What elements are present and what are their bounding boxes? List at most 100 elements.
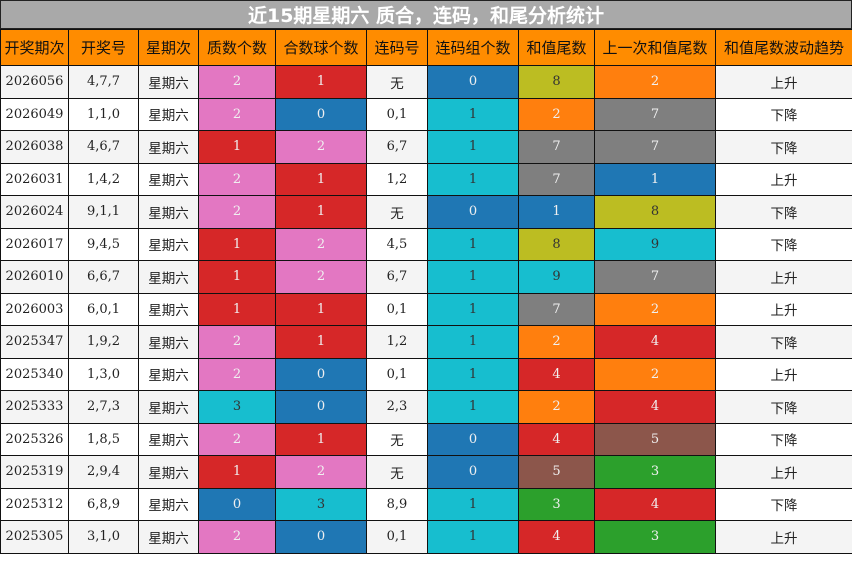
table-row: 2025333 2,7,3 星期六 3 0 2,3 1 2 4 下降 [0, 390, 852, 424]
cell-consecutive-group-count: 1 [427, 325, 519, 359]
column-header-sum-tail: 和值尾数 [518, 29, 595, 66]
cell-draw-numbers: 6,8,9 [68, 487, 139, 521]
cell-weekday: 星期六 [138, 357, 199, 391]
cell-draw-period: 2025305 [0, 520, 69, 554]
cell-consecutive-group-count: 1 [427, 260, 519, 294]
cell-sum-tail: 2 [518, 390, 595, 424]
cell-draw-numbers: 2,9,4 [68, 455, 139, 489]
table-row: 2026003 6,0,1 星期六 1 1 0,1 1 7 2 上升 [0, 292, 852, 326]
cell-prime-count: 2 [198, 162, 276, 196]
column-header-draw-period: 开奖期次 [0, 29, 69, 66]
table-row: 2026010 6,6,7 星期六 1 2 6,7 1 9 7 上升 [0, 260, 852, 294]
column-header-composite-count: 合数球个数 [275, 29, 367, 66]
cell-prime-count: 1 [198, 227, 276, 261]
cell-previous-sum-tail: 7 [594, 97, 716, 131]
cell-weekday: 星期六 [138, 487, 199, 521]
cell-composite-count: 0 [275, 390, 367, 424]
cell-previous-sum-tail: 8 [594, 195, 716, 229]
cell-draw-period: 2026038 [0, 130, 69, 164]
cell-draw-numbers: 1,9,2 [68, 325, 139, 359]
cell-prime-count: 2 [198, 422, 276, 456]
cell-sum-tail: 4 [518, 422, 595, 456]
cell-previous-sum-tail: 2 [594, 292, 716, 326]
cell-sum-tail: 7 [518, 292, 595, 326]
cell-weekday: 星期六 [138, 195, 199, 229]
cell-composite-count: 1 [275, 65, 367, 99]
cell-draw-numbers: 1,1,0 [68, 97, 139, 131]
cell-draw-numbers: 9,4,5 [68, 227, 139, 261]
cell-draw-period: 2026049 [0, 97, 69, 131]
cell-consecutive-numbers: 1,2 [366, 162, 428, 196]
cell-composite-count: 2 [275, 130, 367, 164]
cell-sum-tail: 3 [518, 487, 595, 521]
cell-consecutive-numbers: 0,1 [366, 97, 428, 131]
cell-draw-period: 2025312 [0, 487, 69, 521]
cell-sum-tail: 9 [518, 260, 595, 294]
cell-draw-numbers: 1,3,0 [68, 357, 139, 391]
cell-previous-sum-tail: 3 [594, 520, 716, 554]
cell-prime-count: 2 [198, 325, 276, 359]
cell-consecutive-numbers: 0,1 [366, 520, 428, 554]
cell-consecutive-numbers: 无 [366, 195, 428, 229]
cell-previous-sum-tail: 5 [594, 422, 716, 456]
cell-draw-numbers: 6,0,1 [68, 292, 139, 326]
cell-consecutive-group-count: 1 [427, 292, 519, 326]
cell-consecutive-group-count: 0 [427, 195, 519, 229]
cell-composite-count: 3 [275, 487, 367, 521]
cell-sum-tail-trend: 下降 [715, 422, 852, 456]
cell-sum-tail: 7 [518, 130, 595, 164]
cell-prime-count: 1 [198, 455, 276, 489]
cell-weekday: 星期六 [138, 260, 199, 294]
column-header-sum-tail-trend: 和值尾数波动趋势 [715, 29, 852, 66]
table-row: 2026038 4,6,7 星期六 1 2 6,7 1 7 7 下降 [0, 130, 852, 164]
cell-draw-period: 2026003 [0, 292, 69, 326]
column-header-consecutive-group-count: 连码组个数 [427, 29, 519, 66]
cell-composite-count: 1 [275, 292, 367, 326]
table-row: 2026031 1,4,2 星期六 2 1 1,2 1 7 1 上升 [0, 162, 852, 196]
cell-draw-numbers: 1,4,2 [68, 162, 139, 196]
cell-sum-tail: 8 [518, 227, 595, 261]
cell-weekday: 星期六 [138, 292, 199, 326]
cell-draw-period: 2026010 [0, 260, 69, 294]
cell-consecutive-numbers: 无 [366, 422, 428, 456]
cell-prime-count: 2 [198, 195, 276, 229]
cell-draw-period: 2025319 [0, 455, 69, 489]
cell-consecutive-group-count: 0 [427, 455, 519, 489]
cell-sum-tail: 1 [518, 195, 595, 229]
page-title: 近15期星期六 质合，连码，和尾分析统计 [0, 0, 852, 29]
cell-consecutive-group-count: 0 [427, 422, 519, 456]
cell-draw-period: 2025333 [0, 390, 69, 424]
header-row: 开奖期次 开奖号 星期次 质数个数 合数球个数 连码号 连码组个数 和值尾数 上一次和值尾数 和值… [0, 29, 852, 66]
table-row: 2025347 1,9,2 星期六 2 1 1,2 1 2 4 下降 [0, 325, 852, 359]
cell-draw-period: 2025326 [0, 422, 69, 456]
table-row: 2025305 3,1,0 星期六 2 0 0,1 1 4 3 上升 [0, 520, 852, 554]
cell-consecutive-numbers: 6,7 [366, 130, 428, 164]
table-row: 2025319 2,9,4 星期六 1 2 无 0 5 3 上升 [0, 455, 852, 489]
table-row: 2026056 4,7,7 星期六 2 1 无 0 8 2 上升 [0, 65, 852, 99]
table-row: 2026024 9,1,1 星期六 2 1 无 0 1 8 下降 [0, 195, 852, 229]
cell-sum-tail-trend: 下降 [715, 487, 852, 521]
cell-prime-count: 2 [198, 97, 276, 131]
cell-draw-numbers: 9,1,1 [68, 195, 139, 229]
cell-consecutive-group-count: 1 [427, 130, 519, 164]
cell-composite-count: 2 [275, 260, 367, 294]
cell-composite-count: 2 [275, 455, 367, 489]
cell-sum-tail: 7 [518, 162, 595, 196]
cell-composite-count: 0 [275, 357, 367, 391]
cell-weekday: 星期六 [138, 520, 199, 554]
cell-draw-numbers: 4,6,7 [68, 130, 139, 164]
cell-consecutive-numbers: 无 [366, 455, 428, 489]
cell-sum-tail: 8 [518, 65, 595, 99]
cell-composite-count: 1 [275, 422, 367, 456]
table-row: 2025340 1,3,0 星期六 2 0 0,1 1 4 2 上升 [0, 357, 852, 391]
column-header-draw-numbers: 开奖号 [68, 29, 139, 66]
cell-weekday: 星期六 [138, 325, 199, 359]
cell-sum-tail-trend: 下降 [715, 227, 852, 261]
cell-previous-sum-tail: 4 [594, 487, 716, 521]
cell-consecutive-numbers: 1,2 [366, 325, 428, 359]
cell-draw-period: 2026017 [0, 227, 69, 261]
cell-consecutive-group-count: 1 [427, 227, 519, 261]
cell-sum-tail-trend: 上升 [715, 260, 852, 294]
cell-draw-period: 2025340 [0, 357, 69, 391]
cell-previous-sum-tail: 4 [594, 390, 716, 424]
